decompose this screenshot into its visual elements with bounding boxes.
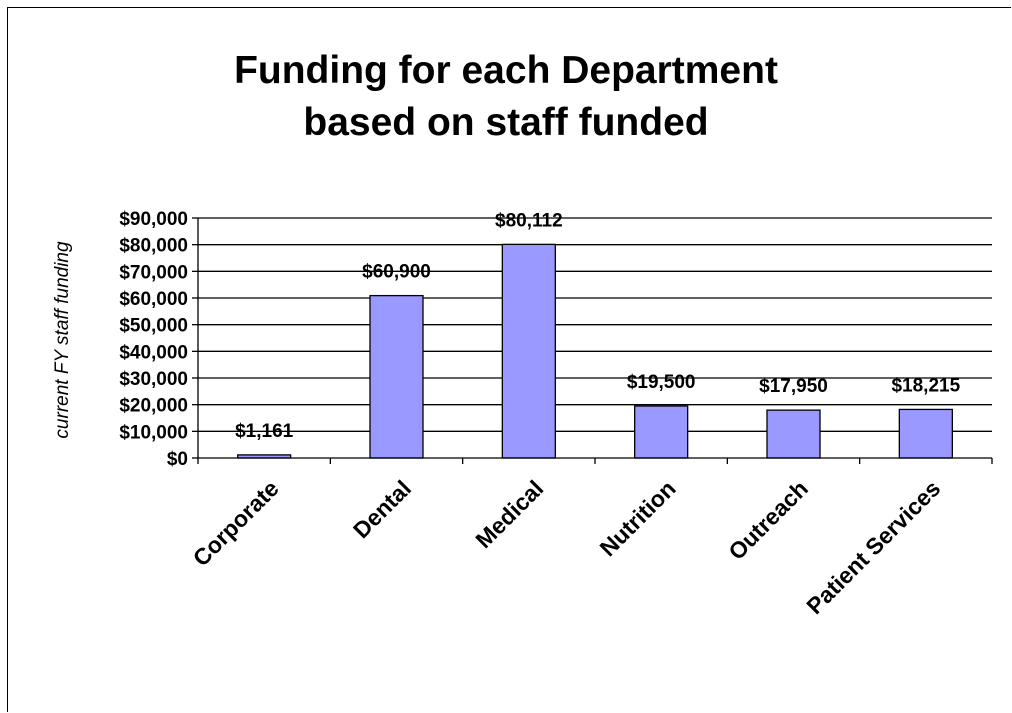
bar-outreach <box>766 409 821 459</box>
gridlines <box>198 217 992 432</box>
x-tick-label: Medical <box>470 475 548 553</box>
bars <box>237 243 953 459</box>
data-label: $60,900 <box>362 262 431 283</box>
y-tick-label: $0 <box>167 449 188 470</box>
y-axis-title: current FY staff funding <box>52 241 73 439</box>
data-label: $80,112 <box>495 210 563 231</box>
y-tick-label: $90,000 <box>119 209 188 230</box>
y-tick-label: $20,000 <box>119 396 188 417</box>
y-tick-label: $30,000 <box>119 369 188 390</box>
data-label: $18,215 <box>891 375 960 396</box>
x-tick-label: Dental <box>348 475 416 543</box>
y-tick-label: $70,000 <box>119 262 188 283</box>
bar-dental <box>369 294 424 459</box>
chart-frame <box>7 7 1011 712</box>
bar-medical <box>501 243 556 459</box>
data-label: $17,950 <box>759 376 828 397</box>
y-tick-label: $10,000 <box>119 422 188 443</box>
x-tick-label: Corporate <box>188 475 284 571</box>
x-tick-label: Nutrition <box>595 475 681 561</box>
x-tick-label: Patient Services <box>801 475 945 619</box>
axes <box>192 217 993 464</box>
data-label: $1,161 <box>235 421 294 442</box>
data-label: $19,500 <box>627 372 696 393</box>
y-tick-label: $80,000 <box>119 236 188 257</box>
x-tick-label: Outreach <box>723 475 813 565</box>
y-tick-label: $50,000 <box>119 316 188 337</box>
chart-title: Funding for each Department based on sta… <box>234 49 778 144</box>
y-tick-label: $60,000 <box>119 289 188 310</box>
y-tick-label: $40,000 <box>119 342 188 363</box>
bar-nutrition <box>634 405 689 459</box>
bar-patient-services <box>898 408 953 459</box>
